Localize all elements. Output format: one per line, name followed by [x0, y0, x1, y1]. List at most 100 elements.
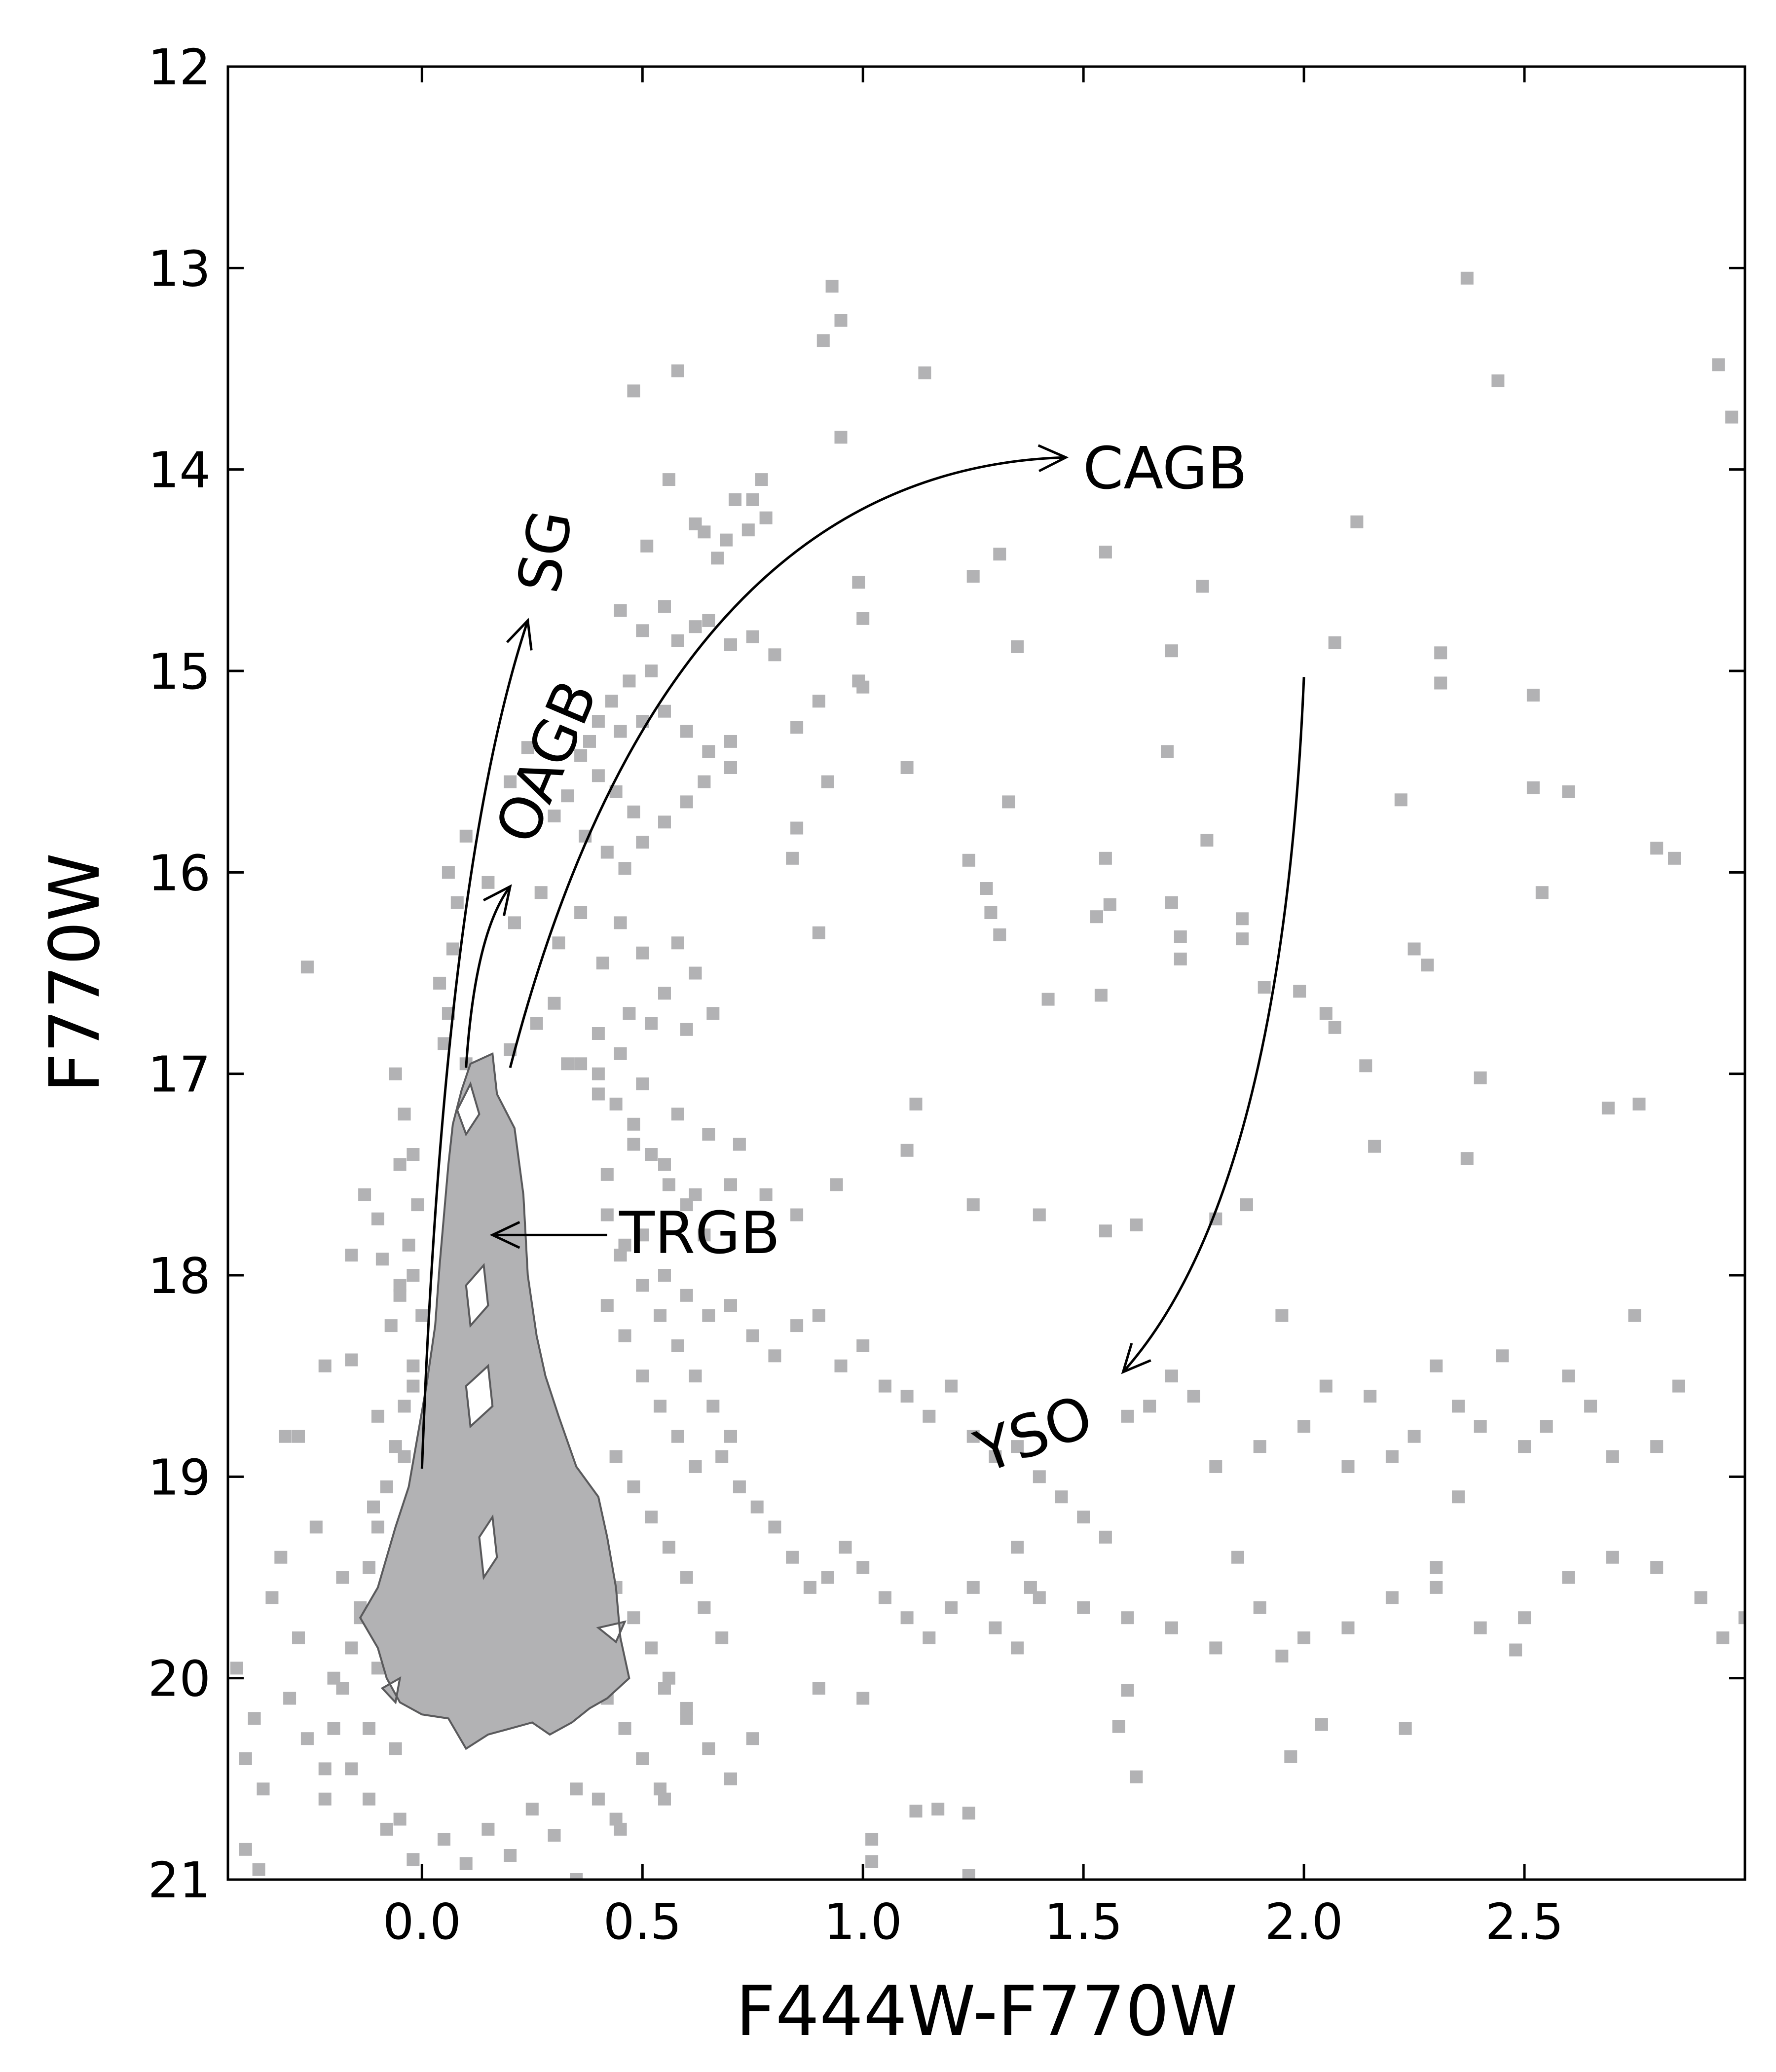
scatter-point [398, 1400, 411, 1413]
scatter-point [521, 741, 534, 754]
scatter-point [1359, 1059, 1372, 1073]
scatter-point [1297, 1631, 1311, 1644]
scatter-point [923, 1409, 936, 1423]
scatter-point [746, 1732, 759, 1745]
scatter-point [1474, 1420, 1487, 1433]
scatter-point [1090, 910, 1103, 924]
annotation-arrow-head [489, 1221, 520, 1249]
scatter-point [1209, 1641, 1222, 1655]
scatter-point [724, 1178, 737, 1191]
scatter-point [1407, 1430, 1421, 1443]
scatter-point [786, 1551, 799, 1564]
scatter-point [839, 1541, 852, 1554]
scatter-point [856, 1692, 870, 1705]
scatter-point [856, 1561, 870, 1574]
scatter-point [363, 1722, 375, 1735]
scatter-point [1474, 1621, 1487, 1634]
scatter-point [1650, 842, 1664, 855]
scatter-point [363, 1792, 375, 1806]
scatter-point [1315, 1718, 1328, 1731]
scatter-point [1562, 1369, 1575, 1383]
scatter-point [1399, 1722, 1412, 1735]
scatter-point [945, 1379, 958, 1393]
scatter-point [504, 1849, 517, 1862]
scatter-point [698, 775, 711, 788]
scatter-point [1452, 1490, 1465, 1504]
scatter-point [292, 1430, 305, 1443]
scatter-point [900, 761, 914, 774]
annotation-trgb: TRGB [619, 1199, 780, 1267]
scatter-point [623, 674, 636, 688]
scatter-point [300, 1732, 314, 1745]
scatter-point [900, 1390, 914, 1403]
scatter-point [790, 1319, 804, 1332]
y-axis-label: F770W [35, 853, 115, 1093]
scatter-point [790, 721, 804, 734]
scatter-point [407, 1853, 420, 1866]
scatter-points [230, 271, 1745, 1880]
scatter-point [1407, 942, 1421, 956]
scatter-point [1099, 1224, 1112, 1238]
x-tick-label: 1.0 [824, 1893, 902, 1951]
scatter-point [865, 1833, 879, 1846]
scatter-point [724, 735, 737, 748]
scatter-point [671, 634, 684, 647]
scatter-point [689, 966, 702, 980]
scatter-point [248, 1712, 261, 1725]
scatter-point [371, 1409, 384, 1423]
scatter-point [1430, 1561, 1443, 1574]
scatter-point [1174, 952, 1187, 965]
scatter-point [1121, 1684, 1134, 1697]
scatter-point [345, 1353, 358, 1367]
scatter-point [636, 1369, 649, 1383]
axis-ticks: 0.0 0.5 1.0 1.5 2.0 2.5 12 13 14 15 16 17 18 19 20 21 [148, 38, 1745, 1951]
scatter-point [790, 821, 804, 835]
scatter-point [741, 523, 755, 537]
scatter-point [909, 1097, 923, 1110]
scatter-point [609, 1450, 623, 1463]
scatter-point [918, 366, 931, 379]
scatter-point [1421, 959, 1434, 972]
scatter-point [548, 997, 561, 1010]
scatter-point [852, 576, 865, 589]
scatter-point [702, 1309, 715, 1322]
scatter-point [618, 1238, 631, 1252]
y-tick-label: 12 [148, 38, 211, 96]
scatter-point [1452, 1400, 1465, 1413]
scatter-point [834, 1359, 848, 1372]
scatter-point [768, 648, 781, 662]
scatter-point [1293, 985, 1306, 998]
scatter-point [702, 1742, 715, 1755]
scatter-point [645, 1641, 658, 1655]
scatter-point [671, 1108, 684, 1121]
scatter-point [1606, 1450, 1619, 1463]
scatter-point [614, 1047, 627, 1060]
scatter-point [803, 1581, 816, 1594]
scatter-point [931, 1803, 945, 1816]
scatter-point [1385, 1450, 1399, 1463]
scatter-point [834, 314, 848, 327]
scatter-point [966, 1430, 980, 1443]
scatter-point [680, 1198, 693, 1212]
scatter-point [729, 493, 741, 506]
scatter-point [645, 1511, 658, 1523]
scatter-point [1350, 515, 1364, 528]
scatter-point [724, 1299, 737, 1312]
scatter-point [1474, 1071, 1487, 1084]
scatter-point [878, 1379, 891, 1393]
scatter-point [1209, 1460, 1222, 1473]
scatter-point [698, 1228, 711, 1242]
scatter-point [636, 946, 649, 960]
scatter-point [614, 916, 627, 929]
scatter-point [654, 1400, 666, 1413]
scatter-point [600, 846, 614, 859]
scatter-point [865, 1855, 879, 1868]
scatter-point [715, 1450, 729, 1463]
scatter-point [1011, 640, 1024, 653]
scatter-point [1460, 271, 1474, 285]
scatter-point [1024, 1581, 1037, 1594]
scatter-point [900, 1144, 914, 1157]
scatter-point [1099, 1530, 1112, 1544]
scatter-point [1130, 1218, 1143, 1231]
